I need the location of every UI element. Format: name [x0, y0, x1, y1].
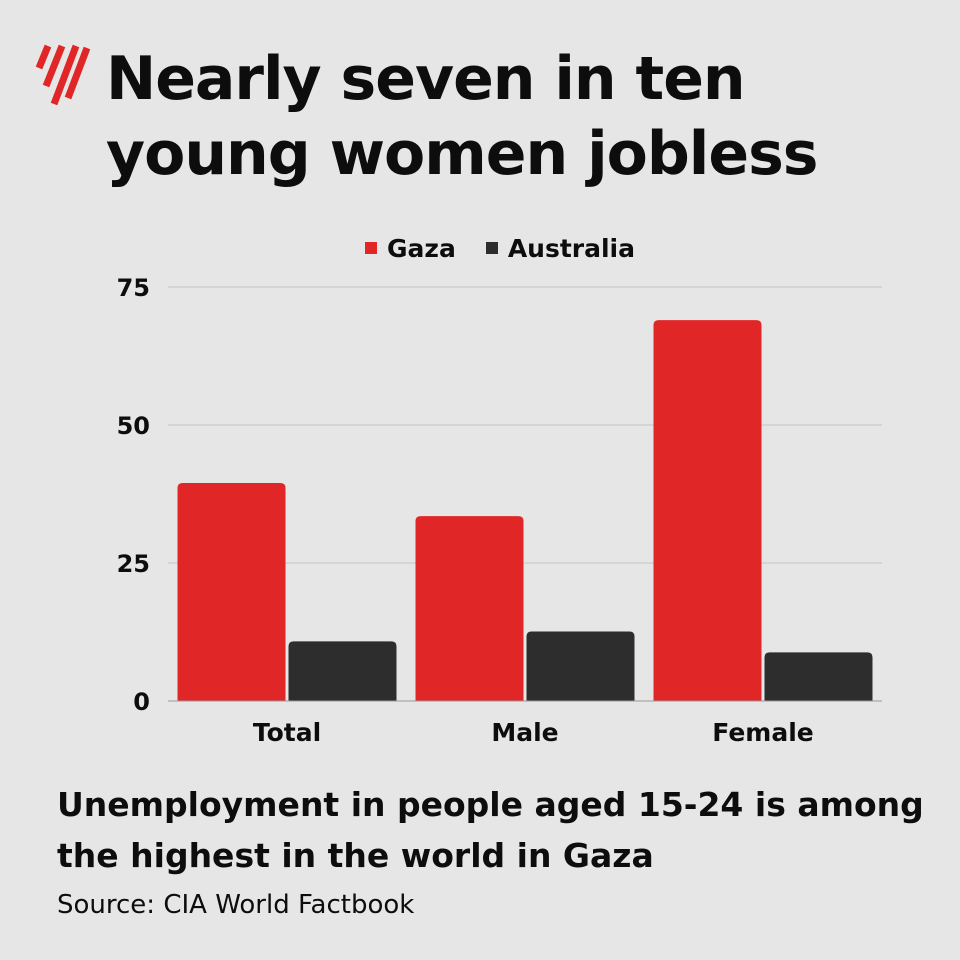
x-tick-label: Total	[253, 718, 321, 747]
bar-gaza-female	[653, 320, 762, 701]
y-tick-label: 75	[117, 274, 150, 302]
chart-subtitle: Unemployment in people aged 15-24 is amo…	[57, 785, 924, 875]
legend-swatch-australia	[485, 242, 498, 254]
bar-australia-total	[288, 641, 397, 701]
y-tick-label: 0	[133, 688, 150, 716]
legend-item-australia: Australia	[485, 233, 635, 263]
y-tick-label: 50	[117, 412, 150, 440]
legend-swatch-gaza	[365, 242, 377, 254]
bar-australia-female	[764, 652, 873, 701]
legend: Gaza Australia	[0, 232, 960, 264]
x-tick-label: Male	[491, 718, 558, 747]
sbs-logo-icon	[34, 38, 91, 112]
y-tick-label: 25	[117, 550, 150, 578]
legend-label-gaza: Gaza	[387, 233, 456, 263]
bar-gaza-total	[177, 482, 286, 701]
source-note: Source: CIA World Factbook	[57, 890, 415, 920]
bar-australia-male	[526, 631, 635, 701]
bar-chart: 0 25 50 75 Total Male Female	[117, 274, 882, 747]
chart-title: Nearly seven in ten young women jobless	[106, 44, 819, 189]
legend-label-australia: Australia	[507, 233, 635, 263]
legend-item-gaza: Gaza	[365, 234, 456, 263]
bar-gaza-male	[415, 516, 524, 701]
x-tick-label: Female	[712, 718, 813, 747]
